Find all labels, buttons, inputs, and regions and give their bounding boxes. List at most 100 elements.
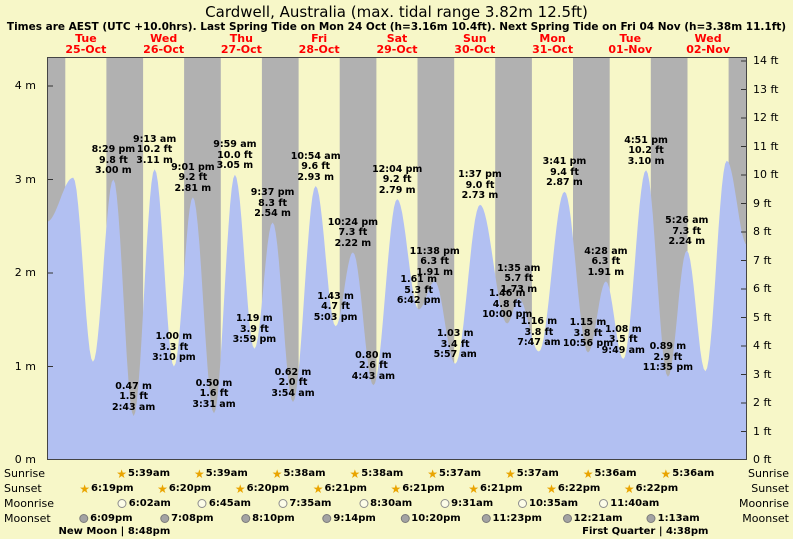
moon-phase-label: New Moon | 8:48pm [58,526,171,537]
sun-star-icon: ★ [623,481,635,496]
y-axis-label-ft: 13 ft [753,82,779,96]
row-label-right: Sunrise [747,467,789,480]
y-axis-label-ft: 11 ft [753,139,779,153]
time-text: 6:20pm [168,483,212,494]
row-label-right: Sunset [751,482,789,495]
day-label: Thu 27-Oct [220,32,262,56]
sun-star-icon: ★ [349,466,361,481]
y-axis-label-m: 1 m [14,359,36,373]
sunrise-time: ★ 5:39am [194,466,248,481]
moon-filled-icon [646,514,656,523]
sunrise-time: ★ 5:36am [660,466,714,481]
y-axis-label-ft: 10 ft [753,168,779,181]
day-label: Wed 02-Nov [686,32,730,56]
time-text: 6:02am [128,498,171,509]
day-label: Sat 29-Oct [376,32,418,56]
time-text: 6:21pm [402,483,445,494]
time-text: 11:40am [610,498,660,509]
time-text: 5:36am [594,468,637,479]
row-label-left: Moonset [4,512,51,525]
time-text: 10:35am [529,498,578,509]
time-text: 7:08pm [171,513,214,524]
sun-star-icon: ★ [390,481,402,496]
day-label: Mon 31-Oct [532,32,574,56]
y-axis-label-ft: 2 ft [753,396,772,409]
moonset-time: 9:14pm [322,511,376,526]
sun-star-icon: ★ [79,481,91,496]
moonset-time: 10:20pm [400,511,461,526]
moon-outline-icon [197,499,207,508]
sunset-time: ★ 6:21pm [390,481,444,496]
tide-plot-area: 8:29 pm 9.8 ft 3.00 m 0.47 m 1.5 ft 2:43 am 9:… [47,57,747,460]
day-label: Sun 30-Oct [454,32,496,56]
y-axis-label-m: 0 m [14,453,36,466]
sunset-time: ★ 6:20pm [235,481,289,496]
y-axis-label-ft: 5 ft [753,310,772,324]
moonset-time: 6:09pm [79,511,133,526]
moonrise-time: 6:45am [197,496,251,511]
y-axis-label-ft: 14 ft [753,54,779,67]
moon-filled-icon [562,514,572,523]
row-moonrise: Moonrise Moonrise 6:02am 6:45am 7:35am 8:30am… [0,496,793,511]
moonset-time: 1:13am [646,511,700,526]
moon-outline-icon [599,499,609,508]
moon-filled-icon [481,514,491,523]
time-text: 1:13am [657,513,700,524]
moon-phase-label: First Quarter | 4:38pm [582,526,709,537]
y-axis-label-ft: 1 ft [753,424,772,438]
moon-outline-icon [518,499,527,508]
row-sunrise: Sunrise Sunrise ★ 5:39am ★ 5:39am ★ 5:38am ★ 5:38… [0,466,793,481]
sun-star-icon: ★ [234,481,246,496]
sunset-time: ★ 6:22pm [546,481,600,496]
row-label-left: Sunset [4,482,42,495]
day-label: Wed 26-Oct [143,32,185,56]
sunrise-time: ★ 5:39am [116,466,170,481]
moonrise-time: 11:40am [599,496,659,511]
day-labels-row: Tue 25-Oct Wed 26-Oct Thu 27-Oct Fri 28-Oct Sat 2… [0,33,793,57]
sun-star-icon: ★ [193,466,205,481]
y-axis-label-ft: 6 ft [753,282,772,295]
sunrise-time: ★ 5:38am [272,466,326,481]
row-sunset: Sunset Sunset ★ 6:19pm ★ 6:20pm ★ 6:20pm ★ 6:21pm… [0,481,793,496]
chart-subtitle: Times are AEST (UTC +10.0hrs). Last Spri… [6,21,787,33]
moonset-time: 8:10pm [241,511,295,526]
sun-star-icon: ★ [546,481,557,496]
sun-star-icon: ★ [157,481,168,496]
sun-star-icon: ★ [504,466,516,481]
moonrise-time: 8:30am [359,496,412,511]
moonrise-time: 9:31am [440,496,493,511]
y-axis-label-ft: 8 ft [753,225,772,238]
time-text: 8:10pm [252,513,295,524]
day-label: Fri 28-Oct [298,32,340,56]
y-axis-label-m: 3 m [14,172,36,186]
sunset-time: ★ 6:22pm [624,481,678,496]
time-text: 6:09pm [90,513,133,524]
chart-title: Cardwell, Australia (max. tidal range 3.… [205,3,588,21]
sun-star-icon: ★ [660,466,672,481]
moon-filled-icon [400,514,410,523]
time-text: 6:21pm [324,483,367,494]
sun-star-icon: ★ [271,466,283,481]
time-text: 5:36am [672,468,715,479]
row-label-left: Sunrise [4,467,46,480]
sunrise-time: ★ 5:37am [427,466,481,481]
moon-outline-icon [440,499,450,508]
time-text: 5:37am [516,468,559,479]
moonrise-time: 7:35am [278,496,331,511]
moon-filled-icon [322,514,332,523]
sun-star-icon: ★ [312,481,324,496]
day-label: Tue 25-Oct [65,32,107,56]
time-text: 10:20pm [411,513,461,524]
time-text: 9:14pm [333,513,376,524]
tide-curve-area [47,160,747,460]
time-text: 5:38am [361,468,404,479]
row-label-right: Moonset [742,512,789,525]
time-text: 7:35am [289,498,332,509]
row-label-right: Moonrise [739,497,789,510]
row-moonset: Moonset Moonset 6:09pm 7:08pm 8:10pm 9:14pm 10… [0,511,793,526]
moon-outline-icon [278,499,288,508]
time-text: 5:37am [438,468,481,479]
y-axis-label-ft: 4 ft [753,339,772,352]
moonset-time: 7:08pm [160,511,214,526]
